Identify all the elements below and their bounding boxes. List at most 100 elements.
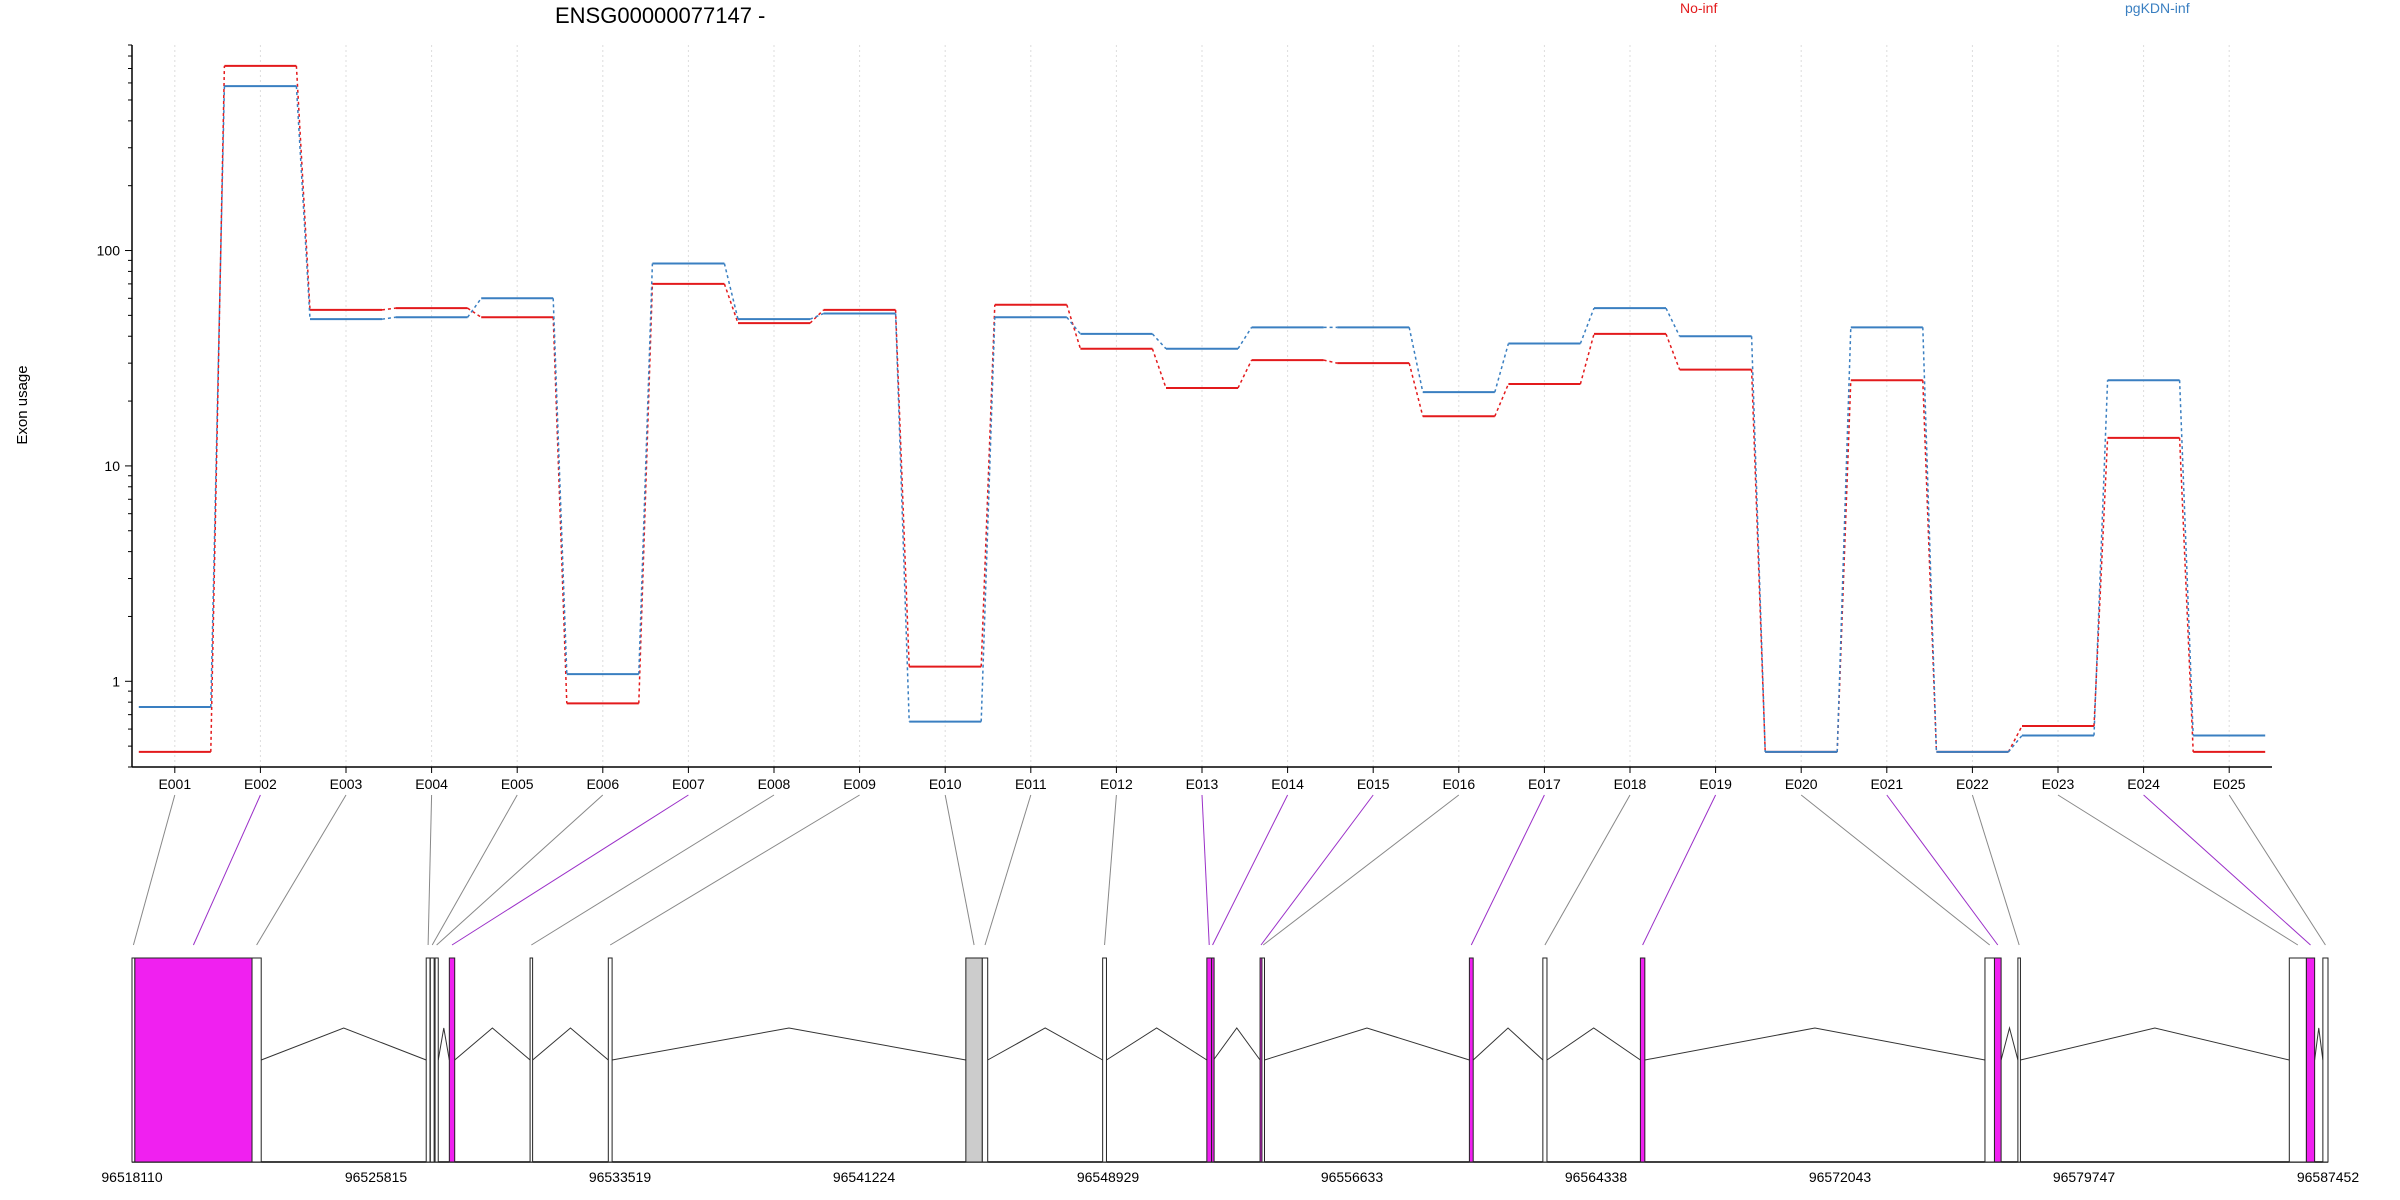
exon-block-E019 <box>1639 957 1646 1163</box>
exon-block-E007 <box>448 957 456 1163</box>
exon-block-E017 <box>1468 957 1474 1163</box>
exon-connector-E006 <box>436 794 604 946</box>
intron-E021-E022 <box>2000 1026 2019 1061</box>
connector-E012 <box>1151 333 1167 350</box>
connector-E005 <box>552 298 568 675</box>
connector-E006 <box>638 283 654 704</box>
exon-block-E014 <box>1211 957 1215 1163</box>
exon-connector-E023 <box>2057 794 2299 946</box>
connector-E003 <box>381 316 396 320</box>
connector-E016 <box>1494 343 1510 393</box>
intron-E014-E015 <box>1213 1027 1261 1061</box>
intron-E016-E017 <box>1264 1027 1470 1061</box>
exon-block-E008 <box>529 957 534 1163</box>
intron-E008-E009 <box>532 1027 609 1061</box>
coordinate-label: 96541224 <box>833 1169 896 1185</box>
intron-E018-E019 <box>1546 1027 1641 1061</box>
coordinate-label: 96572043 <box>1809 1169 1872 1185</box>
connector-E024 <box>2178 437 2194 752</box>
coordinate-label: 96564338 <box>1565 1169 1628 1185</box>
intron-E022-E023 <box>2020 1027 2290 1061</box>
x-tick-label-E020: E020 <box>1785 776 1818 792</box>
connector-E007 <box>723 283 739 324</box>
intron-E019-E020 <box>1644 1027 1986 1061</box>
legend-entry-pgkdn-inf: pgKDN-inf <box>2125 0 2190 16</box>
x-tick-label-E019: E019 <box>1699 776 1732 792</box>
x-tick-label-E002: E002 <box>244 776 277 792</box>
exon-connector-E012 <box>1104 794 1117 946</box>
x-tick-label-E022: E022 <box>1956 776 1989 792</box>
exon-connector-E004 <box>427 794 433 946</box>
exon-connector-E001 <box>132 794 176 946</box>
exon-connector-E017 <box>1470 794 1545 946</box>
coordinate-label: 96556633 <box>1321 1169 1384 1185</box>
connector-E010 <box>980 317 996 722</box>
connector-E011 <box>1066 304 1082 349</box>
x-tick-label-E014: E014 <box>1271 776 1304 792</box>
exon-connector-E025 <box>2228 794 2326 946</box>
exon-connector-E013 <box>1201 794 1210 946</box>
y-tick-label: 1 <box>112 673 120 689</box>
x-tick-label-E008: E008 <box>758 776 791 792</box>
exon-block-E018 <box>1542 957 1548 1163</box>
exon-block-E023 <box>2288 957 2307 1163</box>
connector-E021 <box>1922 327 1938 752</box>
connector-E001 <box>210 86 226 707</box>
connector-E015 <box>1408 327 1424 393</box>
intron-E024-E025 <box>2314 1027 2324 1061</box>
exon-block-E022 <box>2017 957 2021 1163</box>
exon-connector-E016 <box>1262 794 1460 946</box>
connector-E004 <box>467 307 482 318</box>
exon-connector-E008 <box>531 794 775 946</box>
coordinate-label: 96579747 <box>2053 1169 2116 1185</box>
connector-E017 <box>1579 333 1595 385</box>
exon-connector-E019 <box>1642 794 1717 946</box>
connector-E004 <box>466 297 482 318</box>
coordinate-label: 96587452 <box>2297 1169 2360 1185</box>
exon-block-E004 <box>425 957 431 1163</box>
intron-E006-E007 <box>437 1027 450 1061</box>
x-tick-label-E012: E012 <box>1100 776 1133 792</box>
exon-connector-E002 <box>192 794 261 946</box>
x-tick-label-E024: E024 <box>2127 776 2160 792</box>
exon-connector-E009 <box>609 794 860 946</box>
connector-E002 <box>295 86 311 320</box>
series-no-inf <box>138 64 2266 753</box>
x-tick-label-E006: E006 <box>586 776 619 792</box>
x-tick-label-E017: E017 <box>1528 776 1561 792</box>
coordinate-label: 96548929 <box>1077 1169 1140 1185</box>
exon-connector-E005 <box>431 794 518 946</box>
connector-E018 <box>1665 307 1681 337</box>
exon-connector-E010 <box>944 794 975 946</box>
connector-E016 <box>1494 383 1510 417</box>
intron-E012-E013 <box>1106 1027 1208 1061</box>
connector-E014 <box>1323 359 1338 364</box>
connector-E013 <box>1237 359 1253 389</box>
exon-connector-E007 <box>451 794 689 946</box>
gene-model <box>131 957 2329 1163</box>
connector-E017 <box>1579 307 1595 344</box>
x-tick-label-E016: E016 <box>1442 776 1475 792</box>
connector-E018 <box>1665 333 1681 370</box>
gridlines <box>174 45 2230 767</box>
exon-block-E020 <box>1984 957 1995 1163</box>
exon-connector-E011 <box>984 794 1032 946</box>
connector-E020 <box>1836 327 1852 752</box>
intron-E003-E004 <box>261 1027 427 1061</box>
connector-E005 <box>552 317 568 704</box>
exon-connector-E020 <box>1800 794 1991 946</box>
x-tick-label-E007: E007 <box>672 776 705 792</box>
connector-E001 <box>210 65 226 752</box>
exon-block-E002 <box>134 957 253 1163</box>
exon-block-E010 <box>965 957 983 1163</box>
x-tick-label-E004: E004 <box>415 776 448 792</box>
connector-E022 <box>2007 725 2023 753</box>
exon-block-E025 <box>2322 957 2329 1163</box>
exon-block-E006 <box>434 957 439 1163</box>
x-tick-label-E010: E010 <box>929 776 962 792</box>
exon-block-E021 <box>1993 957 2002 1163</box>
exon-block-E013 <box>1206 957 1213 1163</box>
exon-block-E009 <box>607 957 613 1163</box>
genomic-coordinate-labels: 96518110 96525815 96533519 96541224 96548929… <box>101 1169 2359 1185</box>
